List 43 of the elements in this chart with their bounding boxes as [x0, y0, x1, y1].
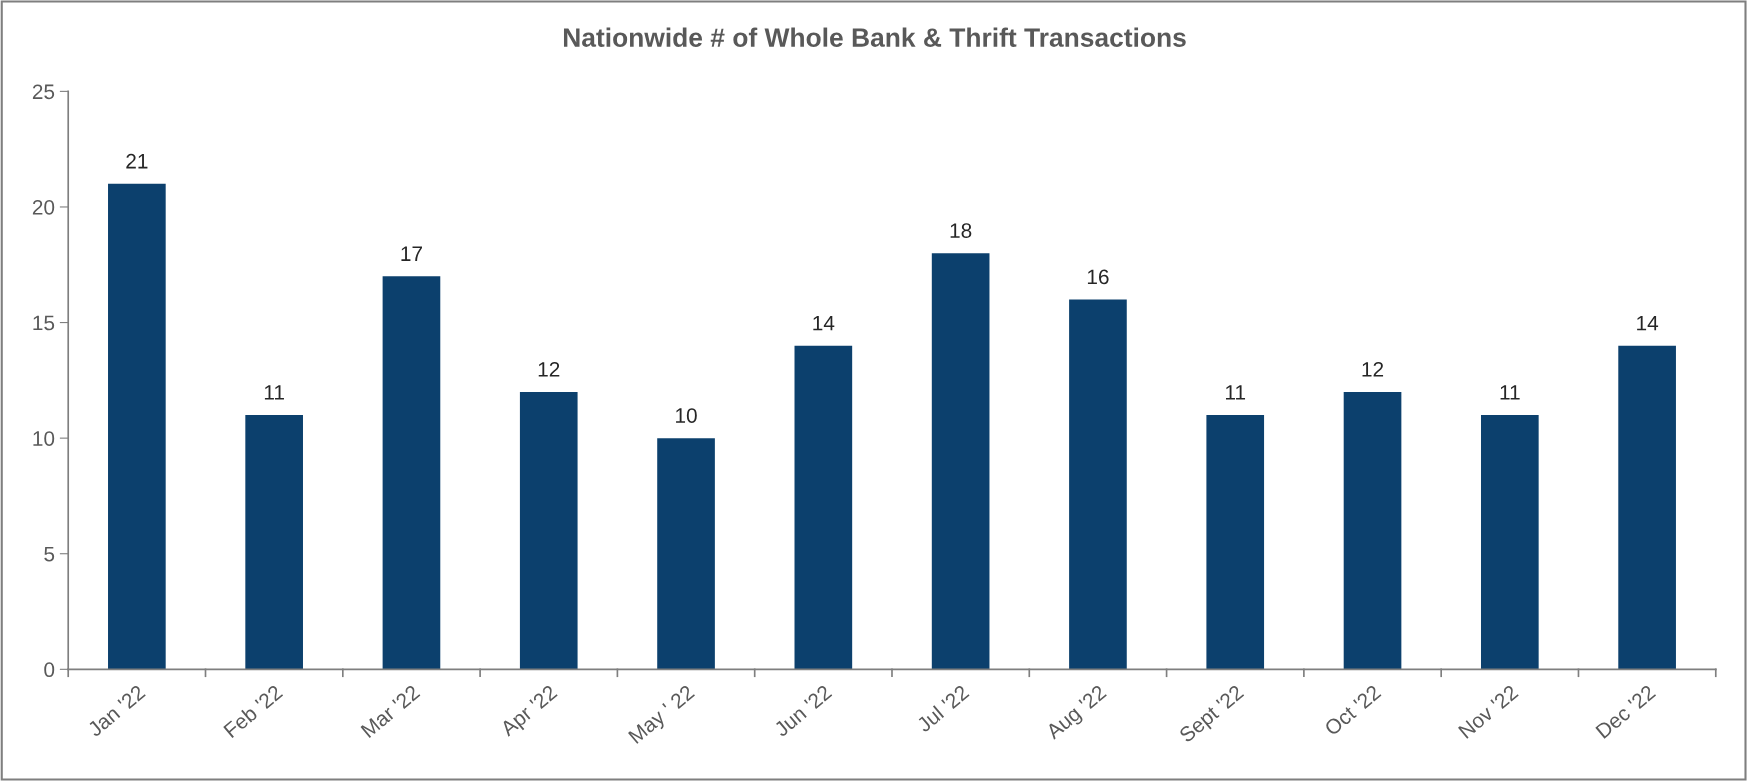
bar	[931, 253, 990, 670]
data-label: 18	[950, 223, 972, 238]
bar	[108, 183, 166, 670]
y-tick-label: 5	[44, 546, 55, 562]
x-tick-label: Jan '22	[86, 684, 146, 738]
bar	[382, 276, 441, 670]
data-label: 11	[1226, 385, 1246, 400]
x-tick-label: Mar '22	[360, 684, 421, 739]
x-tick-label: Sept '22	[1178, 684, 1247, 747]
y-tick-label: 20	[32, 199, 55, 215]
bar	[1480, 415, 1539, 670]
bar	[1206, 415, 1265, 670]
bar	[1069, 299, 1127, 670]
x-tick-label: Feb '22	[222, 683, 284, 739]
x-tick-label: May ' 22	[627, 684, 698, 748]
data-label: 14	[813, 315, 835, 331]
data-label: 11	[264, 385, 284, 400]
y-tick-label: 15	[33, 315, 55, 331]
data-label: 16	[1087, 269, 1109, 285]
y-tick-label: 0	[44, 662, 55, 678]
bar	[794, 345, 853, 670]
data-label: 10	[676, 408, 697, 423]
x-tick-label: Jul '22	[915, 683, 970, 734]
x-tick-label: Aug '22	[1044, 684, 1110, 744]
data-label: 11	[1500, 385, 1520, 400]
bar	[1343, 391, 1402, 670]
x-tick-label: Dec '22	[1595, 684, 1657, 739]
data-label: 21	[126, 153, 148, 169]
data-label: 14	[1637, 315, 1659, 331]
x-tick-label: Jun '22	[772, 684, 833, 738]
bar	[657, 438, 715, 670]
bar	[245, 415, 303, 670]
data-label: 12	[1362, 361, 1384, 377]
y-tick-label: 10	[33, 431, 55, 446]
bar	[1618, 345, 1676, 670]
x-tick-label: Oct '22	[1323, 684, 1382, 737]
x-tick-label: Nov '22	[1457, 684, 1519, 739]
bar	[519, 391, 578, 670]
x-tick-label: Apr '22	[499, 684, 561, 741]
data-label: 17	[401, 246, 422, 261]
chart-title: Nationwide # of Whole Bank & Thrift Transactions	[563, 27, 1186, 47]
y-tick-label: 25	[32, 84, 55, 100]
data-label: 12	[538, 361, 560, 377]
